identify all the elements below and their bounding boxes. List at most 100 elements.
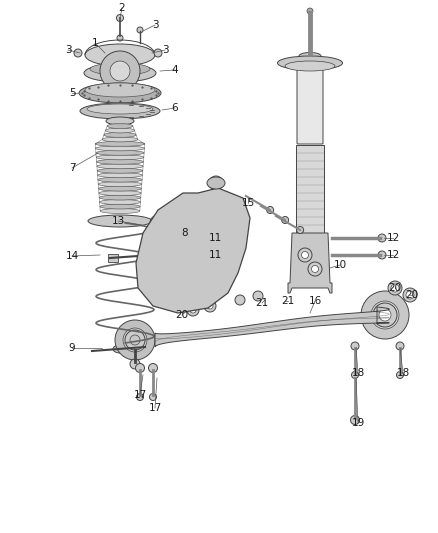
Ellipse shape	[96, 159, 143, 164]
Circle shape	[311, 265, 318, 272]
Circle shape	[373, 303, 397, 327]
Ellipse shape	[87, 104, 153, 114]
Circle shape	[267, 206, 274, 214]
Circle shape	[231, 234, 239, 242]
Circle shape	[187, 304, 199, 316]
Circle shape	[100, 51, 140, 91]
Text: 7: 7	[69, 163, 75, 173]
Ellipse shape	[95, 141, 145, 147]
Ellipse shape	[99, 191, 141, 196]
Circle shape	[297, 227, 304, 233]
Text: 21: 21	[281, 296, 295, 306]
Ellipse shape	[98, 177, 142, 182]
Ellipse shape	[85, 83, 155, 97]
Ellipse shape	[113, 345, 127, 353]
Text: 17: 17	[148, 403, 162, 413]
Ellipse shape	[97, 168, 143, 173]
Circle shape	[110, 61, 130, 81]
Ellipse shape	[85, 44, 155, 66]
Ellipse shape	[107, 124, 133, 128]
Text: 12: 12	[386, 250, 399, 260]
Circle shape	[125, 330, 145, 350]
Text: 5: 5	[69, 88, 75, 98]
Circle shape	[207, 303, 213, 309]
Ellipse shape	[95, 146, 145, 151]
Ellipse shape	[102, 137, 138, 142]
Ellipse shape	[99, 199, 141, 205]
Circle shape	[117, 14, 124, 21]
Text: 8: 8	[182, 228, 188, 238]
Text: 11: 11	[208, 233, 222, 243]
Bar	[296, 145, 324, 233]
Text: 6: 6	[172, 103, 178, 113]
Circle shape	[352, 372, 358, 378]
Circle shape	[115, 320, 155, 360]
Circle shape	[154, 218, 238, 302]
Ellipse shape	[207, 177, 225, 189]
Circle shape	[307, 8, 313, 14]
Circle shape	[378, 234, 386, 242]
Text: 20: 20	[176, 310, 189, 320]
Circle shape	[403, 288, 417, 302]
Circle shape	[190, 307, 196, 313]
Circle shape	[154, 219, 162, 227]
Text: 9: 9	[69, 343, 75, 353]
Text: 3: 3	[152, 20, 158, 30]
Circle shape	[154, 49, 162, 57]
Text: 1: 1	[92, 38, 98, 48]
Ellipse shape	[84, 64, 156, 82]
Ellipse shape	[97, 164, 143, 169]
Text: 14: 14	[65, 251, 79, 261]
Text: 2: 2	[119, 3, 125, 13]
Circle shape	[166, 230, 226, 290]
Text: 18: 18	[351, 368, 364, 378]
Text: 10: 10	[333, 260, 346, 270]
Circle shape	[178, 242, 214, 278]
Circle shape	[350, 416, 360, 424]
Ellipse shape	[104, 132, 136, 138]
Ellipse shape	[98, 173, 142, 177]
Ellipse shape	[98, 182, 142, 187]
Circle shape	[227, 230, 243, 246]
Text: 20: 20	[406, 290, 419, 300]
Text: 3: 3	[162, 45, 168, 55]
Ellipse shape	[100, 208, 140, 214]
Text: 17: 17	[134, 390, 147, 400]
Circle shape	[298, 248, 312, 262]
Ellipse shape	[285, 61, 335, 71]
Circle shape	[378, 251, 386, 259]
Ellipse shape	[96, 150, 144, 155]
Circle shape	[361, 291, 409, 339]
FancyBboxPatch shape	[297, 57, 323, 144]
Circle shape	[379, 309, 391, 321]
Circle shape	[308, 262, 322, 276]
Circle shape	[396, 372, 403, 378]
Circle shape	[227, 247, 243, 263]
Circle shape	[209, 176, 223, 190]
Ellipse shape	[79, 83, 161, 103]
Circle shape	[406, 291, 414, 299]
Circle shape	[137, 27, 143, 33]
Circle shape	[396, 342, 404, 350]
Circle shape	[137, 393, 144, 400]
Circle shape	[130, 359, 140, 369]
Text: 3: 3	[65, 45, 71, 55]
Ellipse shape	[106, 128, 134, 133]
Polygon shape	[155, 307, 389, 347]
Ellipse shape	[90, 63, 150, 75]
Circle shape	[148, 364, 158, 373]
Circle shape	[231, 251, 239, 259]
Circle shape	[351, 342, 359, 350]
Text: 21: 21	[255, 298, 268, 308]
Ellipse shape	[278, 56, 343, 70]
Circle shape	[150, 215, 166, 231]
Circle shape	[74, 49, 82, 57]
Circle shape	[235, 295, 245, 305]
Circle shape	[253, 291, 263, 301]
Circle shape	[149, 393, 156, 400]
Circle shape	[135, 364, 145, 373]
Ellipse shape	[99, 186, 141, 191]
Circle shape	[282, 216, 289, 223]
Circle shape	[168, 232, 224, 288]
Circle shape	[123, 328, 147, 352]
